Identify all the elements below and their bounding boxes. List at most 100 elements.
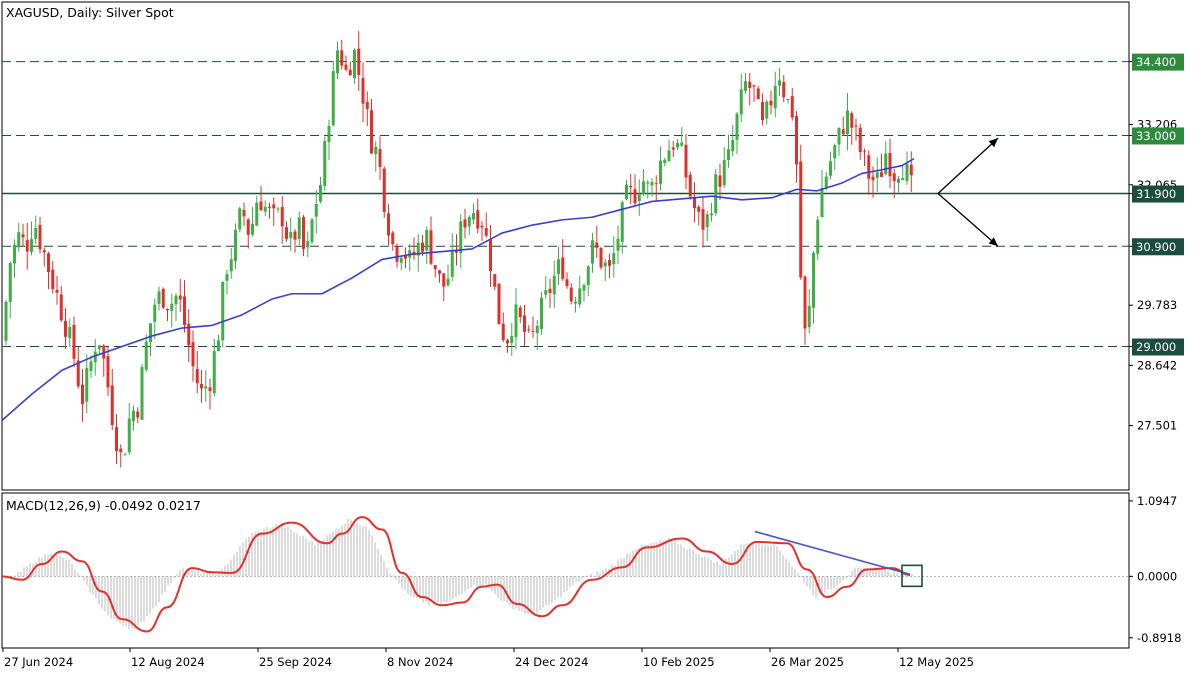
candle — [229, 248, 233, 279]
candle — [89, 355, 93, 378]
candle — [892, 168, 896, 198]
candle — [106, 345, 110, 396]
candle — [161, 287, 165, 309]
candle — [629, 173, 633, 205]
candle — [259, 185, 263, 211]
candle — [501, 312, 505, 343]
candle — [17, 222, 21, 252]
candle — [30, 221, 33, 256]
candle — [476, 198, 480, 234]
candle — [55, 275, 59, 305]
candle — [480, 221, 484, 241]
candle — [518, 305, 522, 324]
candle — [323, 136, 327, 191]
candle — [803, 275, 807, 345]
candle — [302, 214, 305, 257]
candle — [888, 138, 892, 188]
candle — [153, 298, 157, 340]
candle — [642, 168, 645, 196]
candle — [8, 261, 12, 319]
candle — [378, 136, 382, 181]
candle — [157, 286, 161, 311]
candle — [310, 217, 314, 245]
moving-average-line — [1, 157, 915, 421]
candle — [51, 260, 55, 294]
candle — [527, 325, 531, 333]
candle — [127, 402, 131, 455]
candle — [765, 99, 769, 125]
candle — [170, 293, 174, 328]
candle — [684, 134, 688, 190]
candle — [191, 330, 195, 382]
candle — [667, 139, 671, 162]
candle — [251, 207, 254, 237]
candle — [4, 299, 8, 346]
candle — [314, 190, 318, 234]
candle — [285, 221, 288, 242]
candle — [599, 246, 603, 270]
candle — [854, 118, 858, 141]
candle — [47, 251, 50, 290]
date-label: 12 May 2025 — [899, 655, 974, 669]
candle — [136, 407, 140, 423]
candle — [510, 322, 514, 356]
candle — [506, 338, 509, 353]
candle — [85, 354, 89, 414]
candle — [336, 41, 339, 79]
candle — [268, 202, 271, 219]
candle — [195, 351, 199, 394]
candle — [701, 197, 705, 248]
candle — [676, 139, 679, 150]
candle — [680, 127, 684, 148]
candle — [340, 39, 344, 70]
candle — [650, 178, 654, 197]
candle — [38, 216, 42, 254]
candle — [208, 378, 212, 410]
date-label: 12 Aug 2024 — [131, 655, 205, 669]
candle — [531, 316, 535, 338]
macd-signal-line — [1, 516, 911, 633]
candle — [72, 316, 76, 367]
candle — [782, 75, 786, 103]
candle — [807, 289, 811, 334]
candle — [429, 216, 433, 265]
candle — [727, 134, 730, 168]
candle — [586, 264, 590, 297]
candle — [616, 225, 620, 264]
candle — [663, 157, 667, 167]
candle — [574, 296, 577, 313]
candle — [438, 269, 441, 283]
candle — [718, 163, 722, 200]
candle — [463, 208, 467, 239]
scenario-arrow — [937, 193, 999, 247]
candle — [255, 195, 259, 227]
candle — [858, 123, 862, 160]
candle — [81, 368, 84, 422]
candle — [221, 281, 225, 348]
candle — [297, 211, 301, 246]
candle — [714, 168, 718, 217]
price-tick-label: 27.501 — [1137, 419, 1177, 433]
candle — [884, 141, 888, 176]
candle — [289, 217, 293, 252]
level-badge: 33.000 — [1132, 127, 1184, 145]
level-badge: 30.900 — [1132, 238, 1184, 256]
candle — [654, 175, 658, 201]
candle — [76, 346, 80, 389]
candle — [395, 243, 399, 268]
date-label: 25 Sep 2024 — [259, 655, 332, 669]
level-badge-label: 34.400 — [1136, 55, 1176, 69]
candle — [769, 90, 773, 115]
candle — [472, 203, 475, 224]
candle — [387, 204, 390, 246]
candle — [200, 370, 203, 403]
candle — [850, 111, 854, 145]
date-label: 8 Nov 2024 — [387, 655, 453, 669]
candle — [582, 283, 586, 302]
candle — [348, 61, 352, 76]
candle — [880, 153, 883, 178]
candle — [421, 234, 424, 256]
candle — [569, 283, 573, 305]
candle — [578, 275, 582, 308]
